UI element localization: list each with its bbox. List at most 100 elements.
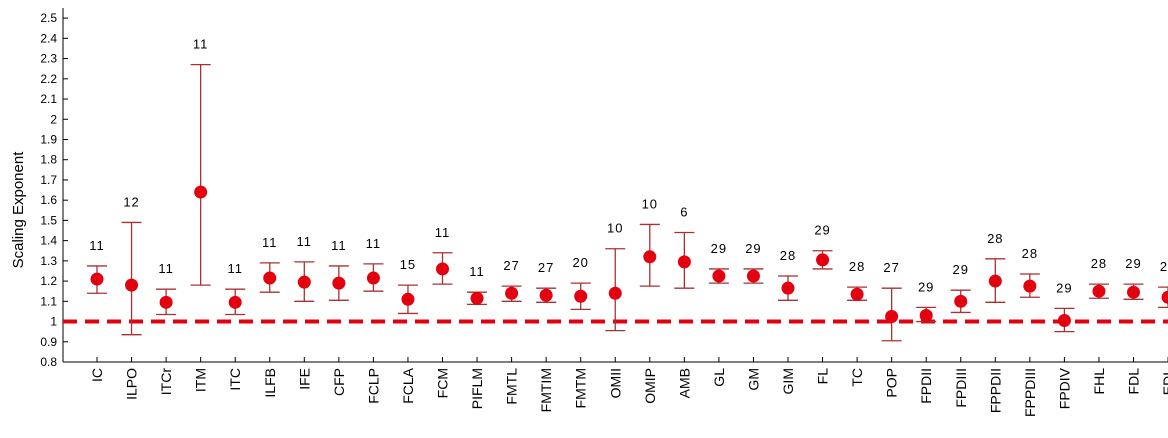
x-tick-label: FCLA <box>400 367 416 403</box>
y-tick-label: 2.1 <box>40 92 57 106</box>
sample-count-label: 29 <box>1160 259 1168 274</box>
marker <box>1023 279 1037 293</box>
sample-count-label: 11 <box>297 234 313 249</box>
marker <box>159 295 173 309</box>
y-tick-label: 1.7 <box>40 173 57 187</box>
data-point-itm: 11 <box>190 37 211 286</box>
data-point-gm: 29 <box>743 241 764 284</box>
sample-count-label: 6 <box>680 205 688 220</box>
x-tick-label: ILPO <box>124 368 140 400</box>
marker <box>125 278 139 292</box>
x-tick-label: FPDII <box>918 368 934 404</box>
marker <box>90 272 104 286</box>
marker <box>297 275 311 289</box>
marker <box>1057 314 1071 328</box>
sample-count-label: 27 <box>503 258 519 273</box>
data-point-fpdii: 29 <box>916 279 937 323</box>
data-point-ilfb: 11 <box>259 235 280 293</box>
x-tick-label: FPDIV <box>1056 367 1072 409</box>
data-point-piflm: 11 <box>467 264 488 305</box>
x-tick-label: FMTIM <box>538 368 554 412</box>
sample-count-label: 29 <box>953 262 969 277</box>
data-point-gim: 28 <box>778 248 798 301</box>
data-point-fhl: 28 <box>1088 256 1109 299</box>
data-point-edl: 29 <box>1158 259 1168 309</box>
x-tick-label: OMII <box>607 368 623 398</box>
x-tick-label: GL <box>711 368 727 387</box>
data-point-omip: 10 <box>639 196 660 287</box>
sample-count-label: 29 <box>814 223 830 238</box>
data-point-itcr: 11 <box>156 261 177 316</box>
y-tick-label: 2.5 <box>40 11 57 25</box>
marker <box>470 291 484 305</box>
marker <box>574 289 588 303</box>
sample-count-label: 11 <box>89 238 105 253</box>
sample-count-label: 29 <box>1125 256 1141 271</box>
y-tick-label: 1.9 <box>40 132 57 146</box>
marker <box>643 250 657 264</box>
sample-count-label: 10 <box>607 221 623 236</box>
x-tick-label: FDL <box>1126 368 1142 395</box>
marker <box>505 286 519 300</box>
marker <box>746 269 760 283</box>
sample-count-label: 27 <box>538 260 554 275</box>
x-tick-label: PIFLM <box>469 368 485 409</box>
x-tick-label: FPPDIII <box>1022 368 1038 417</box>
data-point-fppdii: 28 <box>985 231 1006 303</box>
sample-count-label: 28 <box>1022 246 1038 261</box>
marker <box>816 253 830 267</box>
y-tick-label: 2 <box>50 112 57 126</box>
marker <box>263 271 277 285</box>
x-tick-label: FHL <box>1091 368 1107 395</box>
sample-count-label: 15 <box>400 257 416 272</box>
marker <box>194 185 208 199</box>
x-tick-label: FCLP <box>365 368 381 404</box>
data-point-amb: 6 <box>674 205 695 289</box>
x-tick-label: CFP <box>331 368 347 396</box>
data-point-tc: 28 <box>847 259 868 301</box>
x-tick-label: FCM <box>435 368 451 398</box>
sample-count-label: 28 <box>987 231 1003 246</box>
sample-count-label: 29 <box>918 279 934 294</box>
axes: 0.8 0.9 1 1.1 1.2 1.3 1.4 1.5 1.6 1.7 1.8 1.9 2 2.1 2.… <box>40 8 1168 417</box>
data-point-ilpo: 12 <box>121 194 142 336</box>
sample-count-label: 29 <box>745 241 761 256</box>
x-tick-label: AMB <box>676 368 692 398</box>
sample-count-label: 11 <box>469 264 485 279</box>
x-tick-label: ITCr <box>158 368 174 396</box>
x-tick-label: FMTM <box>573 368 589 408</box>
sample-count-label: 10 <box>642 196 658 211</box>
sample-count-label: 29 <box>711 241 727 256</box>
data-point-pop: 27 <box>881 260 902 342</box>
sample-count-label: 28 <box>1091 256 1107 271</box>
x-tick-label: OMIP <box>642 368 658 404</box>
y-tick-label: 1.3 <box>40 254 57 268</box>
data-point-fpdiv: 29 <box>1054 280 1075 333</box>
data-point-fmtm: 20 <box>570 255 591 311</box>
y-tick-label: 1.4 <box>40 234 57 248</box>
sample-count-label: 11 <box>158 261 174 276</box>
sample-count-label: 11 <box>262 235 278 250</box>
marker <box>1127 285 1140 299</box>
data-point-fdl: 29 <box>1123 256 1144 300</box>
sample-count-label: 12 <box>123 194 139 209</box>
y-tick-label: 1.8 <box>40 153 57 167</box>
y-tick-label: 2.4 <box>40 31 57 45</box>
sample-count-label: 11 <box>366 236 382 251</box>
sample-count-label: 11 <box>193 37 209 52</box>
sample-count-label: 29 <box>1056 280 1072 295</box>
sample-count-label: 28 <box>849 259 865 274</box>
sample-count-label: 11 <box>331 238 347 253</box>
marker <box>228 295 242 309</box>
x-tick-label: ITM <box>193 368 209 392</box>
data-point-fcm: 11 <box>432 225 453 285</box>
data-point-fppdiii: 28 <box>1019 246 1040 298</box>
y-tick-label: 1.1 <box>40 294 57 308</box>
sample-count-label: 28 <box>780 248 796 263</box>
x-tick-label: ILFB <box>262 368 278 398</box>
y-tick-label: 2.2 <box>40 72 57 86</box>
data-point-fmtl: 27 <box>501 258 522 302</box>
data-point-fclp: 11 <box>363 236 384 292</box>
